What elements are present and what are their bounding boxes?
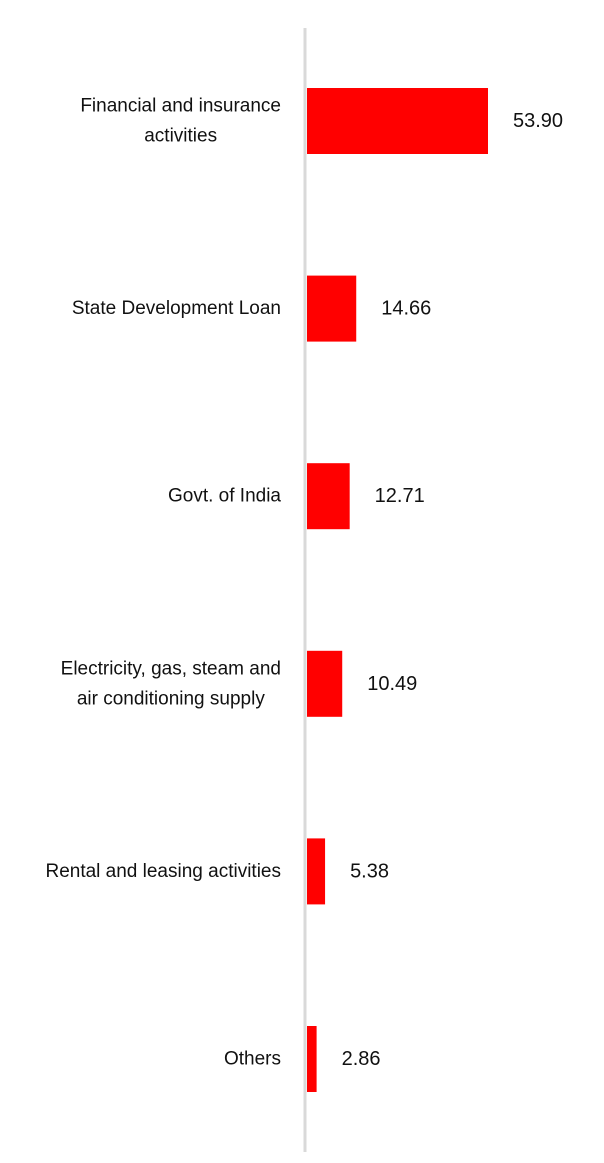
category-label-4: Rental and leasing activities (45, 861, 281, 882)
bar-0 (307, 88, 488, 154)
category-labels-group: Financial and insurance activities State D… (45, 96, 281, 1070)
value-labels-group: 53.90 14.66 12.71 10.49 5.38 2.86 (342, 110, 563, 1070)
category-label-3-line-1: air conditioning supply (77, 688, 266, 709)
category-label-2-line-0: Govt. of India (168, 486, 281, 507)
category-label-5-line-0: Others (224, 1049, 281, 1070)
value-label-0: 53.90 (513, 110, 563, 132)
bar-3 (307, 650, 343, 717)
bars-group (307, 88, 488, 1092)
category-label-4-line-0: Rental and leasing activities (45, 861, 281, 882)
bar-5 (307, 1026, 317, 1092)
category-label-3-line-0: Electricity, gas, steam and (61, 658, 281, 679)
bar-2 (307, 463, 350, 530)
category-label-2: Govt. of India (168, 486, 281, 507)
value-label-1: 14.66 (381, 298, 431, 320)
value-label-3: 10.49 (367, 673, 417, 695)
category-label-1: State Development Loan (72, 298, 281, 319)
category-label-0-line-1: activities (144, 126, 217, 147)
value-label-5: 2.86 (342, 1048, 381, 1070)
bar-4 (307, 838, 326, 905)
category-label-3: Electricity, gas, steam and air condition… (61, 658, 281, 709)
category-label-5: Others (224, 1049, 281, 1070)
value-label-4: 5.38 (350, 860, 389, 882)
category-label-0-line-0: Financial and insurance (80, 96, 281, 117)
bar-1 (307, 275, 357, 342)
category-label-0: Financial and insurance activities (80, 96, 281, 147)
category-label-1-line-0: State Development Loan (72, 298, 281, 319)
value-label-2: 12.71 (375, 485, 425, 507)
